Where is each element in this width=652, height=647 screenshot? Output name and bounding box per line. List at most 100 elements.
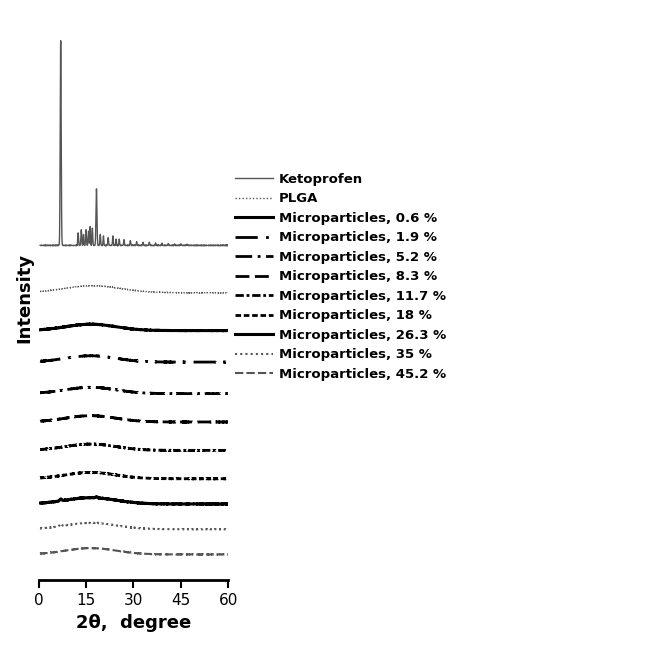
Microparticles, 18 % (57, 472, 65, 479)
Ketoprofen (117, 241, 125, 249)
Ketoprofen (69, 241, 77, 249)
Line: Microparticles, 5.2 %: Microparticles, 5.2 % (40, 388, 228, 394)
Ketoprofen (58, 215, 66, 223)
Ketoprofen (201, 241, 209, 249)
Microparticles, 45.2 % (69, 545, 77, 553)
Line: Microparticles, 18 %: Microparticles, 18 % (40, 472, 228, 479)
PLGA (89, 282, 97, 290)
Microparticles, 35 % (221, 525, 229, 533)
Microparticles, 18 % (108, 470, 116, 478)
Microparticles, 5.2 % (224, 389, 232, 397)
Microparticles, 26.3 % (218, 500, 226, 508)
Microparticles, 0.6 % (201, 327, 209, 334)
Line: Microparticles, 35 %: Microparticles, 35 % (40, 521, 228, 529)
Microparticles, 26.3 % (224, 500, 232, 508)
Microparticles, 1.9 % (85, 352, 93, 360)
Microparticles, 1.9 % (224, 358, 232, 366)
Microparticles, 1.9 % (57, 355, 65, 363)
Microparticles, 8.3 % (108, 414, 116, 422)
Microparticles, 11.7 % (186, 446, 194, 454)
Microparticles, 18 % (69, 470, 77, 477)
Microparticles, 5.2 % (84, 384, 92, 391)
Microparticles, 0.6 % (87, 320, 95, 328)
Line: Microparticles, 8.3 %: Microparticles, 8.3 % (40, 415, 228, 422)
Microparticles, 45.2 % (221, 551, 229, 558)
Microparticles, 1.9 % (211, 358, 219, 366)
Microparticles, 8.3 % (69, 413, 77, 421)
Ketoprofen (224, 241, 232, 249)
Microparticles, 35 % (108, 521, 116, 529)
PLGA (117, 285, 125, 292)
Microparticles, 35 % (201, 525, 209, 533)
Microparticles, 5.2 % (57, 386, 65, 394)
Microparticles, 35 % (224, 525, 232, 533)
Microparticles, 5.2 % (69, 385, 77, 393)
Microparticles, 1.9 % (117, 355, 125, 363)
Microparticles, 0.6 % (108, 322, 116, 330)
Microparticles, 18 % (201, 475, 209, 483)
Microparticles, 45.2 % (37, 550, 44, 558)
Microparticles, 0.6 % (37, 326, 44, 334)
Microparticles, 35 % (57, 521, 65, 529)
Microparticles, 26.3 % (37, 499, 44, 507)
Microparticles, 5.2 % (221, 389, 229, 397)
Microparticles, 0.6 % (221, 327, 229, 334)
Line: Ketoprofen: Ketoprofen (40, 41, 228, 246)
Microparticles, 45.2 % (203, 551, 211, 558)
PLGA (37, 287, 44, 295)
Line: Microparticles, 0.6 %: Microparticles, 0.6 % (40, 324, 228, 331)
Microparticles, 26.3 % (57, 496, 65, 503)
Microparticles, 8.3 % (87, 411, 95, 419)
Microparticles, 0.6 % (57, 324, 65, 331)
Ketoprofen (221, 241, 229, 249)
Microparticles, 35 % (69, 520, 77, 528)
Y-axis label: Intensity: Intensity (15, 252, 33, 343)
Microparticles, 35 % (117, 522, 125, 530)
Line: PLGA: PLGA (40, 286, 228, 293)
PLGA (224, 289, 232, 296)
Microparticles, 11.7 % (117, 443, 125, 451)
Microparticles, 18 % (37, 474, 44, 482)
PLGA (57, 285, 65, 292)
Microparticles, 1.9 % (108, 354, 116, 362)
Microparticles, 35 % (93, 518, 100, 525)
Microparticles, 45.2 % (224, 551, 232, 558)
Microparticles, 11.7 % (37, 446, 44, 454)
PLGA (108, 283, 116, 291)
Microparticles, 5.2 % (214, 390, 222, 398)
X-axis label: 2θ,  degree: 2θ, degree (76, 614, 191, 632)
Microparticles, 26.3 % (221, 500, 229, 508)
Microparticles, 45.2 % (117, 547, 125, 555)
Microparticles, 18 % (224, 475, 232, 483)
Ketoprofen (37, 241, 44, 249)
Microparticles, 8.3 % (212, 418, 220, 426)
Microparticles, 5.2 % (201, 389, 209, 397)
Microparticles, 8.3 % (201, 418, 209, 426)
Microparticles, 5.2 % (37, 389, 44, 397)
Microparticles, 26.3 % (201, 500, 209, 508)
PLGA (221, 289, 229, 296)
Microparticles, 8.3 % (57, 415, 65, 422)
Microparticles, 0.6 % (224, 327, 232, 334)
Microparticles, 45.2 % (57, 547, 65, 555)
Microparticles, 5.2 % (108, 386, 116, 393)
Microparticles, 45.2 % (201, 551, 209, 558)
Microparticles, 0.6 % (69, 322, 77, 329)
Microparticles, 26.3 % (117, 497, 125, 505)
Microparticles, 35 % (181, 525, 188, 533)
PLGA (201, 289, 209, 297)
Microparticles, 8.3 % (221, 418, 229, 426)
Line: Microparticles, 1.9 %: Microparticles, 1.9 % (40, 356, 228, 362)
Microparticles, 11.7 % (57, 443, 65, 451)
Line: Microparticles, 45.2 %: Microparticles, 45.2 % (40, 548, 228, 554)
Line: Microparticles, 11.7 %: Microparticles, 11.7 % (40, 444, 228, 450)
Line: Microparticles, 26.3 %: Microparticles, 26.3 % (40, 496, 228, 504)
Microparticles, 18 % (221, 475, 229, 483)
Microparticles, 26.3 % (93, 492, 100, 500)
Microparticles, 1.9 % (221, 358, 229, 366)
Microparticles, 11.7 % (201, 446, 209, 454)
Microparticles, 11.7 % (221, 446, 229, 454)
Microparticles, 8.3 % (117, 415, 125, 422)
Microparticles, 11.7 % (108, 442, 116, 450)
Microparticles, 5.2 % (117, 387, 125, 395)
